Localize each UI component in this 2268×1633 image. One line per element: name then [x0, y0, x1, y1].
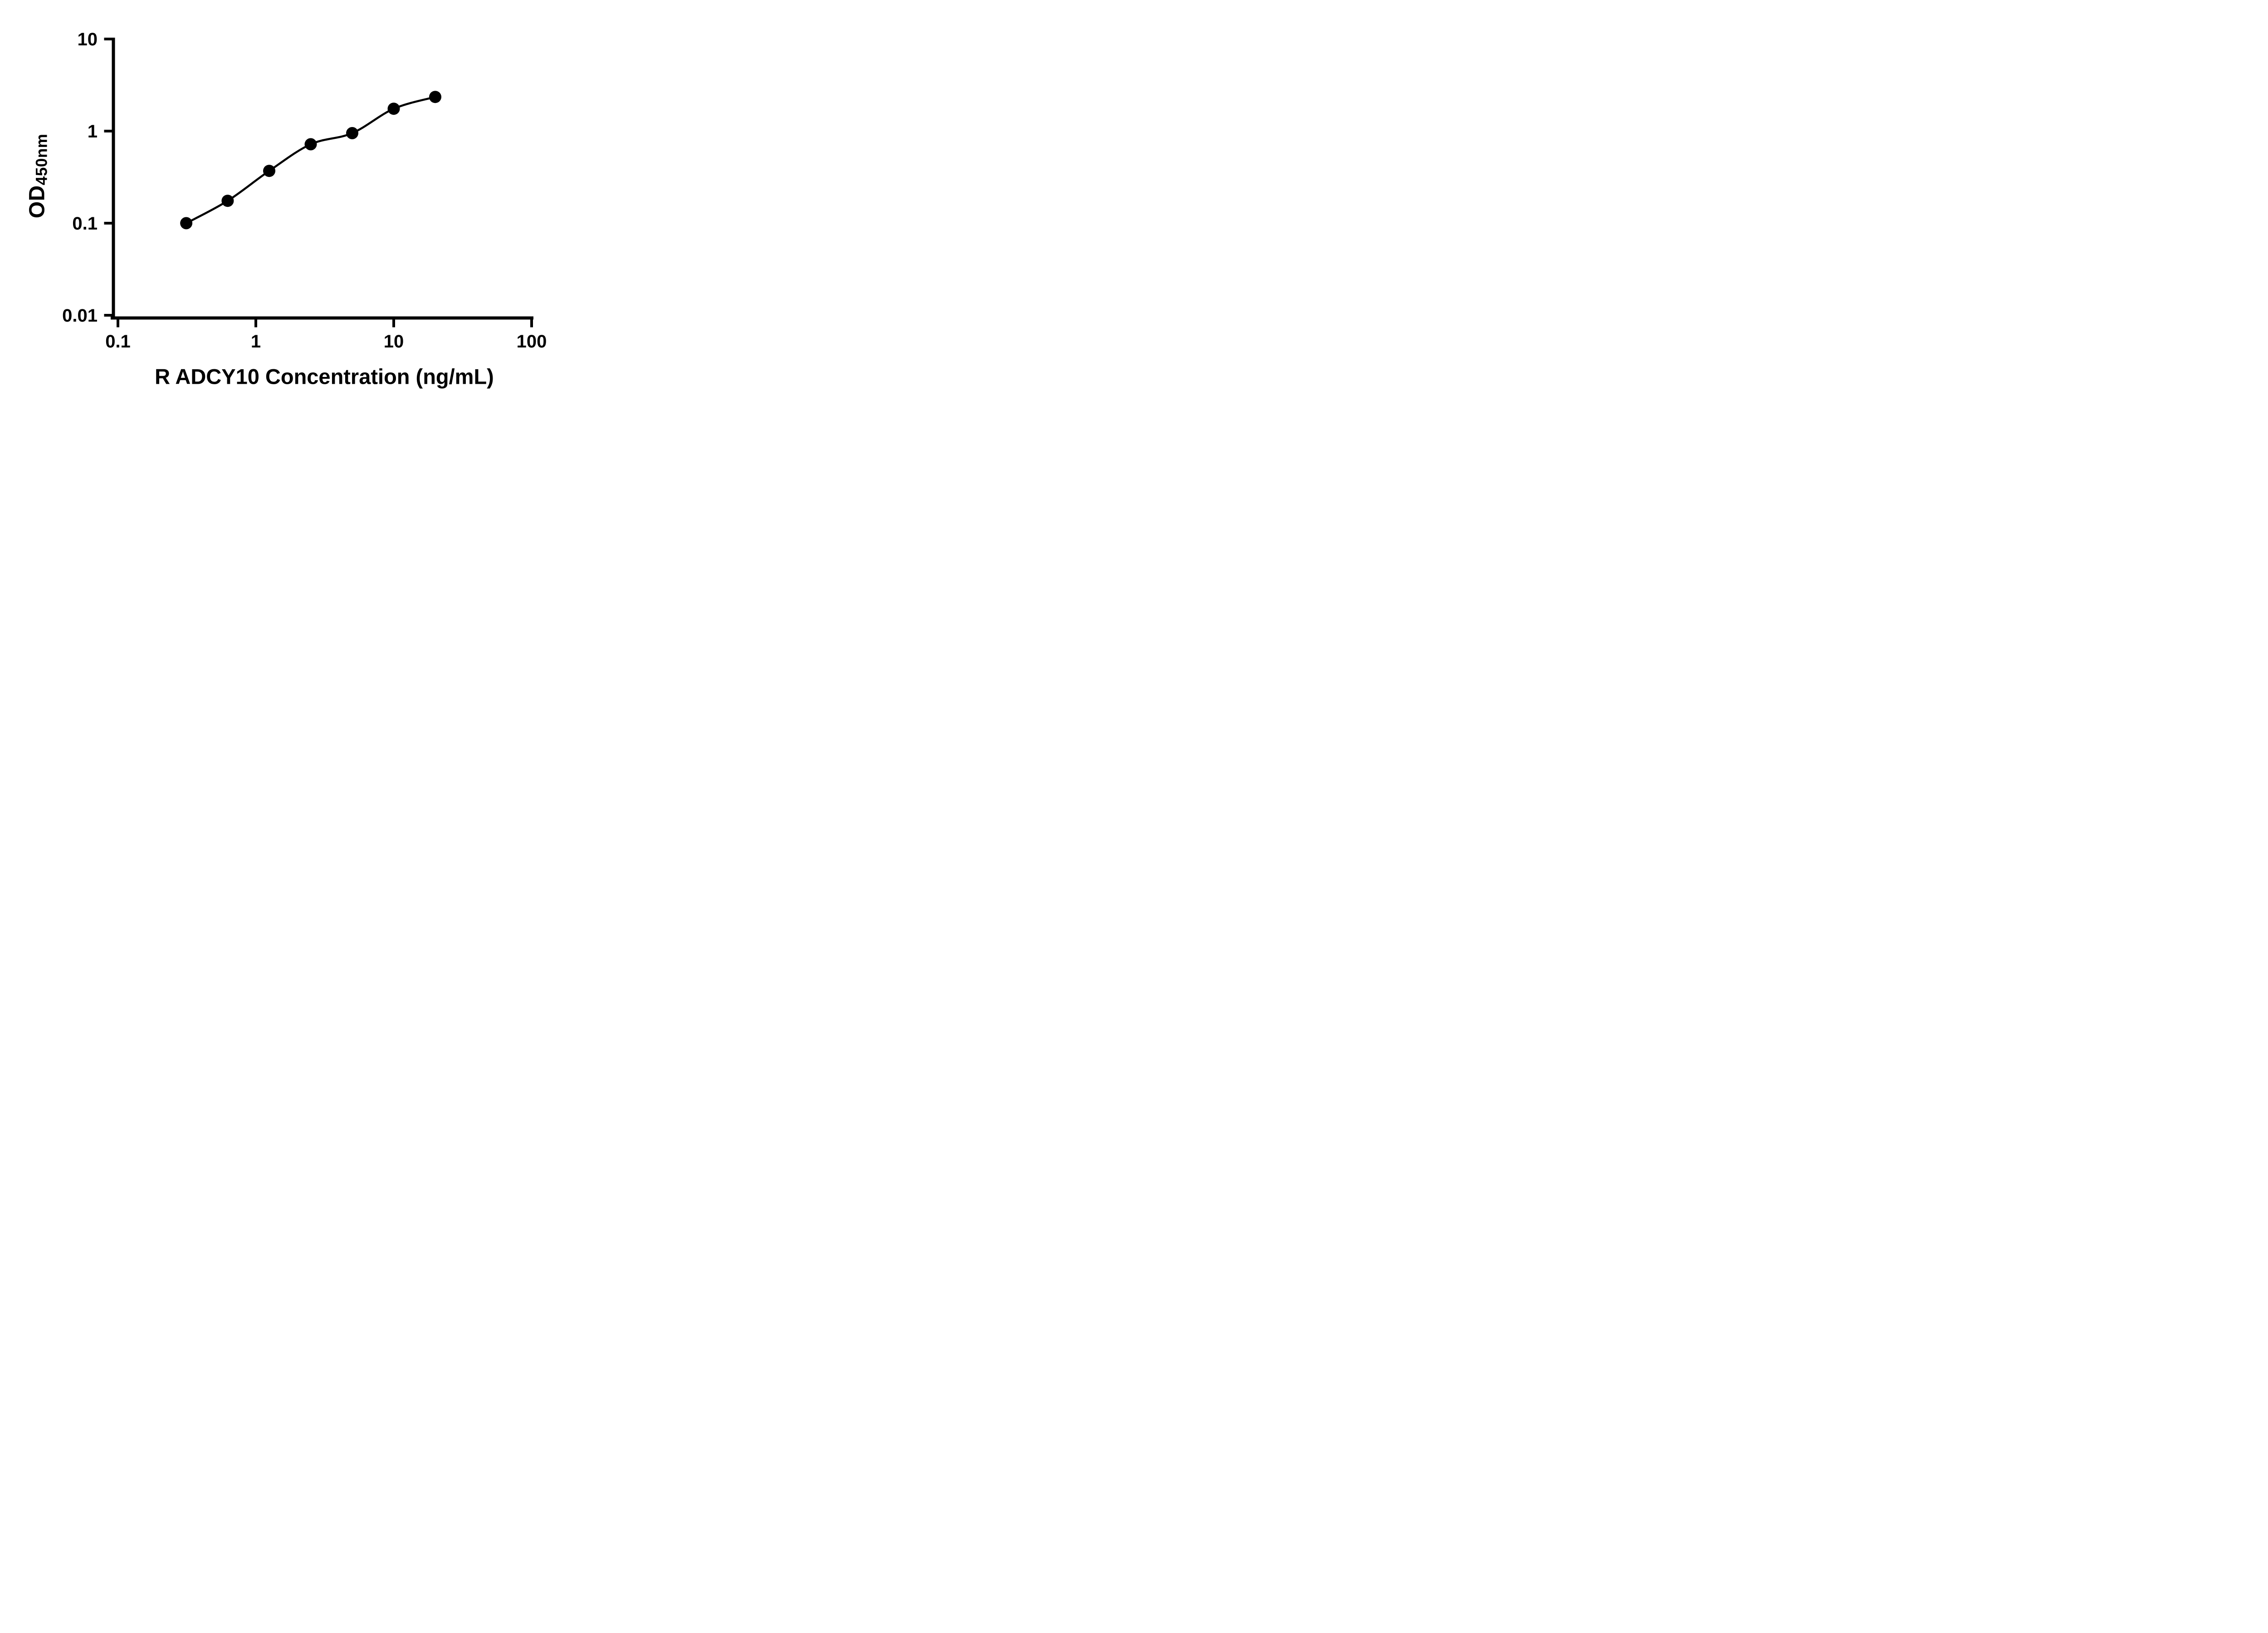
x-tick-label: 1	[251, 332, 261, 352]
y-axis-title: OD450nm	[25, 133, 51, 219]
y-tick-label: 0.1	[72, 214, 98, 234]
data-point	[263, 165, 275, 177]
x-tick-label: 10	[384, 332, 404, 352]
data-point	[429, 91, 441, 103]
y-tick-label: 1	[88, 122, 98, 142]
data-point	[180, 217, 193, 230]
x-tick-label: 0.1	[105, 332, 131, 352]
y-axis-title-subscript: 450nm	[33, 133, 51, 186]
y-tick-label: 0.01	[62, 306, 98, 326]
x-tick-label: 100	[517, 332, 547, 352]
data-point	[221, 195, 234, 207]
data-point	[304, 138, 317, 151]
data-point	[346, 127, 358, 139]
y-axis-title-main: OD	[25, 185, 49, 219]
chart-canvas: 0.1 1 10 100 0.01 0.1 1 10	[62, 29, 547, 352]
data-point	[387, 103, 400, 115]
elisa-standard-curve-figure: 0.1 1 10 100 0.01 0.1 1 10 OD450nm R ADCY10 Con…	[0, 0, 583, 408]
x-axis-title: R ADCY10 Concentration (ng/mL)	[155, 364, 494, 389]
y-tick-label: 10	[78, 29, 98, 49]
